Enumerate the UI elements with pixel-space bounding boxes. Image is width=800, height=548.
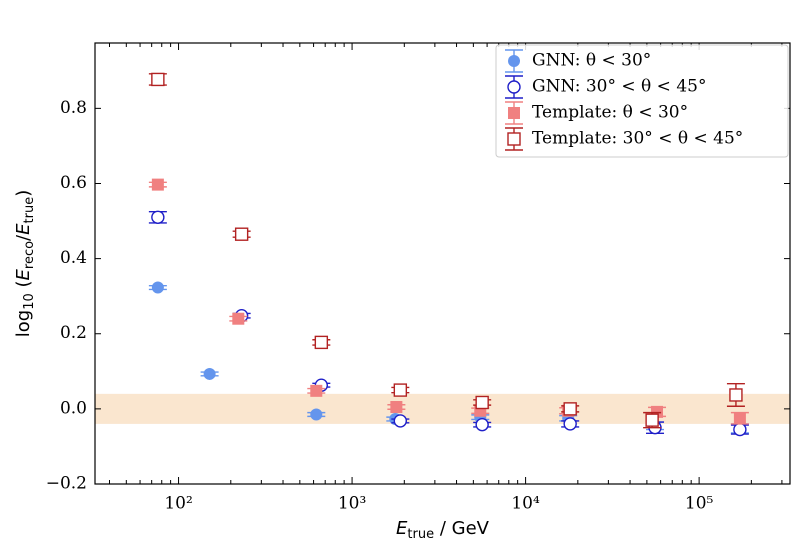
x-tick-label: 10³ <box>338 494 366 514</box>
marker <box>151 210 165 224</box>
marker <box>393 414 408 428</box>
y-tick-label: 0.2 <box>60 323 87 343</box>
marker <box>475 395 489 410</box>
x-tick-label: 10⁵ <box>685 494 714 514</box>
y-axis-label-part: E <box>13 268 34 280</box>
y-axis-label-part: ( <box>13 280 34 293</box>
marker <box>151 72 165 87</box>
x-axis-label-part: / GeV <box>434 518 490 539</box>
y-axis-label-part: / <box>13 234 34 241</box>
y-axis-label: log10 (Ereco/Etrue) <box>13 190 37 337</box>
x-axis-label-part: true <box>407 527 434 542</box>
marker <box>314 335 329 350</box>
marker <box>232 312 245 325</box>
y-axis-label-part: 10 <box>22 293 37 310</box>
legend-label: Template: θ < 30° <box>532 103 688 123</box>
x-axis-label-part: E <box>396 518 408 539</box>
marker <box>563 402 577 416</box>
legend: GNN: θ < 30° GNN: 30° < θ < 45° Template: … <box>495 44 789 158</box>
marker <box>310 384 323 397</box>
marker <box>475 417 489 432</box>
marker <box>393 383 408 397</box>
y-tick-label: 0.8 <box>60 98 87 118</box>
x-axis-label: Etrue / GeV <box>396 518 490 542</box>
y-tick-label: 0.6 <box>60 173 87 193</box>
marker <box>733 422 747 437</box>
marker <box>390 400 403 413</box>
marker <box>563 417 577 431</box>
marker <box>507 80 521 94</box>
y-tick-label: 0.4 <box>60 248 87 268</box>
marker <box>151 281 164 294</box>
marker <box>729 388 743 402</box>
marker <box>645 413 659 427</box>
legend-label: GNN: 30° < θ < 45° <box>532 77 706 97</box>
legend-box <box>495 44 789 158</box>
marker <box>507 132 521 146</box>
y-axis-label-part: reco <box>22 241 37 269</box>
legend-label: Template: 30° < θ < 45° <box>532 129 743 149</box>
marker <box>508 55 520 67</box>
marker <box>310 408 323 421</box>
marker <box>203 367 216 380</box>
marker <box>151 178 164 191</box>
y-axis-label-part: true <box>22 197 37 224</box>
marker <box>508 107 520 119</box>
y-tick-label: −0.2 <box>46 474 87 494</box>
legend-label: GNN: θ < 30° <box>532 51 651 71</box>
marker <box>733 412 746 425</box>
plot-frame <box>94 42 791 485</box>
y-tick-label: 0.0 <box>60 398 87 418</box>
y-axis-label-part: E <box>13 223 34 235</box>
marker <box>234 227 249 241</box>
x-tick-label: 10⁴ <box>511 494 540 514</box>
y-axis-label-part: ) <box>13 190 34 197</box>
shaded-band <box>95 393 790 424</box>
x-tick-label: 10² <box>164 494 192 514</box>
y-axis-label-part: log <box>13 310 34 337</box>
